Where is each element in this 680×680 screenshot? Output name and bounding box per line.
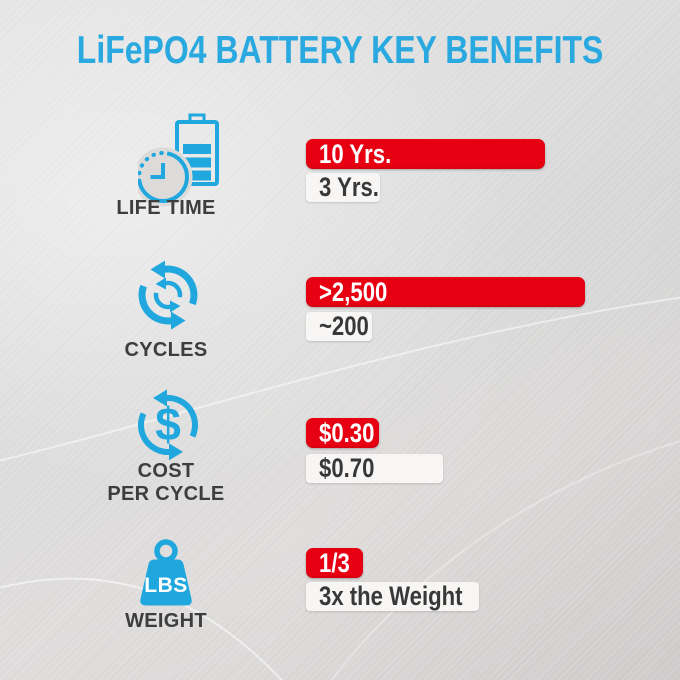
cost-comparison-bar: $0.70 bbox=[306, 454, 443, 483]
weight-lifepo4-bar: 1/3 bbox=[306, 548, 363, 578]
lifetime-lifepo4-value: 10 Yrs. bbox=[319, 139, 392, 169]
row-label-weight: WEIGHT bbox=[125, 610, 207, 632]
lifetime-comparison-bar: 3 Yrs. bbox=[306, 173, 380, 202]
row-label-lifetime: LIFE TIME bbox=[116, 197, 216, 219]
cycles-lifepo4-value: >2,500 bbox=[319, 277, 388, 307]
weight-comparison-value: 3x the Weight bbox=[319, 581, 463, 611]
weight-comparison-bar: 3x the Weight bbox=[306, 582, 479, 611]
lifetime-comparison-value: 3 Yrs. bbox=[319, 172, 379, 202]
cost-lifepo4-bar: $0.30 bbox=[306, 418, 379, 448]
row-label-cycles: CYCLES bbox=[124, 339, 208, 361]
cycles-comparison-bar: ~200 bbox=[306, 312, 372, 341]
row-label-cost: COST bbox=[137, 460, 195, 482]
row-label-cost-line2: PER CYCLE bbox=[107, 483, 225, 505]
page-title: LiFePO4 BATTERY KEY BENEFITS bbox=[0, 29, 680, 73]
lifetime-lifepo4-bar: 10 Yrs. bbox=[306, 139, 545, 169]
recycle-arrows-icon bbox=[138, 260, 198, 330]
weight-lbs-icon: LBS bbox=[140, 539, 192, 606]
battery-clock-icon bbox=[138, 113, 219, 207]
lbs-label: LBS bbox=[144, 574, 188, 597]
cost-comparison-value: $0.70 bbox=[319, 453, 375, 483]
cycles-lifepo4-bar: >2,500 bbox=[306, 277, 585, 307]
cost-lifepo4-value: $0.30 bbox=[319, 418, 375, 448]
dollar-cycle-icon: $ bbox=[137, 389, 199, 461]
page-title-text: LiFePO4 BATTERY KEY BENEFITS bbox=[76, 29, 604, 72]
weight-lifepo4-value: 1/3 bbox=[319, 548, 350, 578]
cycles-comparison-value: ~200 bbox=[319, 311, 369, 341]
dollar-glyph: $ bbox=[155, 398, 181, 450]
